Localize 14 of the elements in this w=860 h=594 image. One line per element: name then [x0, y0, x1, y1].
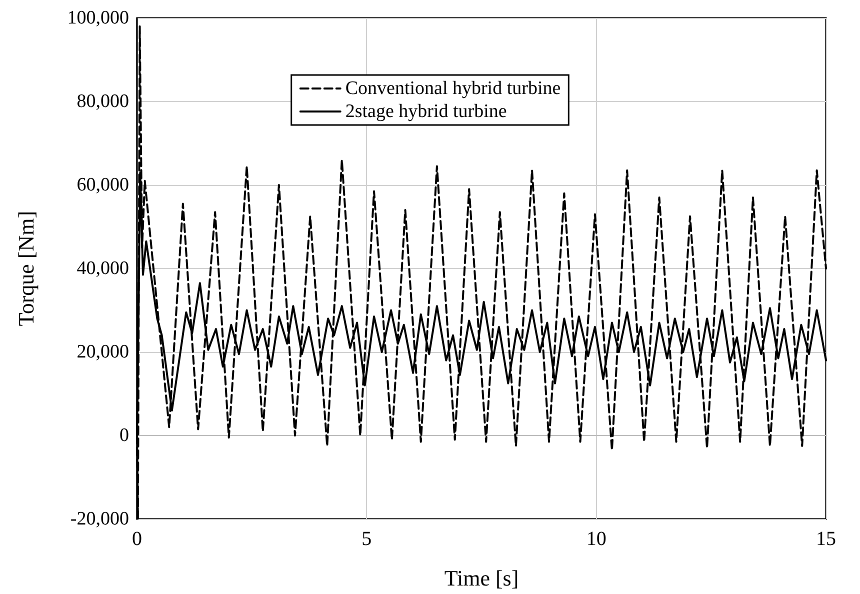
y-tick-label: 0 [120, 425, 129, 446]
y-tick-label: -20,000 [70, 508, 129, 530]
y-tick-label: 80,000 [76, 91, 129, 112]
x-tick-label: 10 [586, 528, 606, 550]
x-axis-title: Time [s] [444, 566, 519, 590]
x-tick-label: 5 [362, 528, 372, 550]
y-tick-label: 20,000 [76, 342, 129, 362]
y-axis-title: Torque [Nm] [14, 210, 38, 326]
x-tick-label: 15 [816, 528, 836, 550]
y-tick-label: 40,000 [76, 258, 129, 279]
y-tick-label: 100,000 [67, 8, 129, 28]
legend-label: Conventional hybrid turbine [345, 78, 561, 99]
y-tick-label: 60,000 [76, 174, 129, 196]
legend-label: 2stage hybrid turbine [345, 101, 507, 122]
